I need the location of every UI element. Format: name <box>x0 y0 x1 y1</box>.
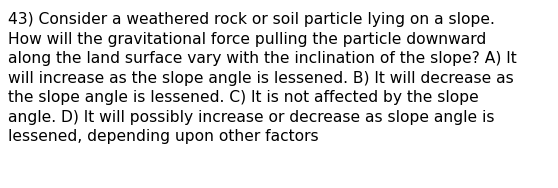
Text: 43) Consider a weathered rock or soil particle lying on a slope.
How will the gr: 43) Consider a weathered rock or soil pa… <box>8 12 517 144</box>
